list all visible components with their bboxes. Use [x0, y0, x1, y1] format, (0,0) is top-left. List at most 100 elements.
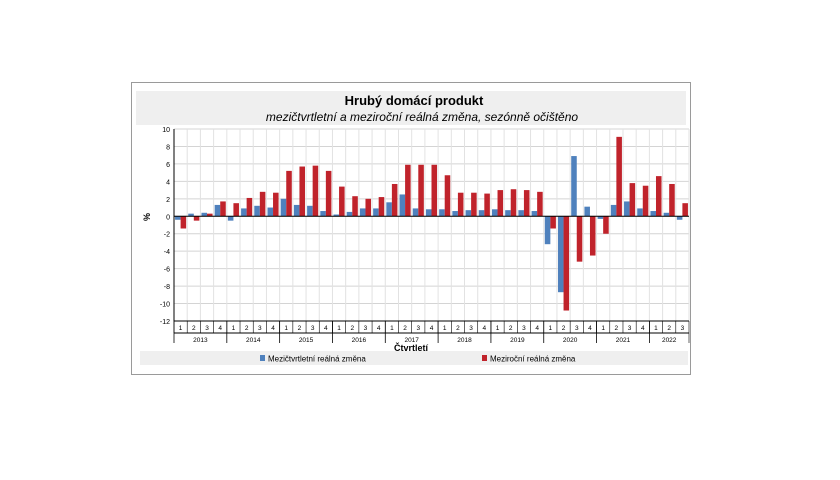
bar [576, 216, 583, 262]
x-tick-label: 3 [681, 325, 685, 332]
bar [241, 208, 247, 217]
legend-band [140, 351, 688, 365]
x-tick-label: 3 [311, 325, 315, 332]
bar [378, 197, 385, 217]
year-label: 2019 [510, 337, 525, 344]
x-tick-label: 3 [364, 325, 368, 332]
y-tick-label: 6 [166, 162, 170, 169]
chart-subtitle: mezičtvrtletní a meziroční reálná změna,… [266, 110, 578, 124]
bar [491, 209, 498, 217]
year-label: 2022 [662, 337, 677, 344]
bar [325, 170, 332, 217]
bar [597, 216, 604, 219]
x-tick-label: 1 [284, 325, 288, 332]
x-tick-label: 1 [179, 325, 183, 332]
bar [365, 198, 372, 217]
year-label: 2013 [193, 337, 208, 344]
axes: 10 8 6 4 2 0 -2 -4 -6 -8 -10 -12 1 2 3 4 1 2 3 4 1 2 3 4 1 2 3 4 1 2 3… [160, 127, 690, 344]
x-axis-label: Čtvrtletí [394, 342, 429, 353]
x-tick-label: 3 [469, 325, 473, 332]
bar [214, 204, 221, 217]
x-tick-label: 3 [205, 325, 209, 332]
x-tick-label: 4 [535, 325, 539, 332]
y-tick-label: -2 [164, 232, 170, 239]
y-tick-label: 8 [166, 144, 170, 151]
bar [280, 198, 287, 217]
bar [431, 164, 438, 217]
bar [286, 170, 292, 217]
bar [655, 176, 662, 217]
x-tick-label: 4 [218, 325, 222, 332]
bar [320, 211, 326, 217]
bar [391, 183, 398, 217]
x-tick-label: 2 [298, 325, 302, 332]
bar [563, 216, 570, 311]
x-tick-label: 1 [443, 325, 447, 332]
bar [589, 216, 596, 256]
x-tick-label: 1 [549, 325, 553, 332]
x-tick-label: 1 [390, 325, 394, 332]
x-tick-label: 2 [192, 325, 196, 332]
x-tick-label: 1 [496, 325, 500, 332]
bar [188, 213, 194, 217]
year-label: 2020 [563, 337, 578, 344]
x-tick-label: 1 [337, 325, 341, 332]
grid [173, 128, 690, 322]
bar [425, 209, 432, 217]
y-tick-label: -12 [160, 319, 170, 326]
bar [346, 211, 353, 217]
x-tick-label: 4 [430, 325, 434, 332]
year-label: 2014 [246, 337, 261, 344]
y-tick-label: 0 [166, 214, 170, 221]
bar [537, 191, 543, 217]
x-tick-label: 4 [271, 325, 275, 332]
x-tick-label: 3 [416, 325, 420, 332]
chart-title: Hrubý domácí produkt [345, 93, 484, 108]
x-tick-label: 2 [456, 325, 460, 332]
bar [544, 216, 551, 245]
year-label: 2017 [404, 337, 419, 344]
bar [676, 216, 683, 220]
year-label: 2016 [352, 337, 367, 344]
y-axis-label: % [142, 213, 152, 221]
bar [175, 216, 181, 220]
bar [233, 203, 239, 217]
bar [497, 190, 504, 217]
bar [642, 185, 649, 217]
bar [584, 206, 590, 217]
y-tick-label: -8 [164, 284, 170, 291]
bar [352, 196, 358, 217]
bar [386, 202, 392, 217]
y-tick-label: -10 [160, 302, 170, 309]
bar [373, 208, 379, 217]
bar [333, 214, 340, 217]
bar [444, 175, 451, 217]
y-tick-label: -6 [164, 267, 170, 274]
bar [220, 201, 226, 217]
legend-entry: Meziroční reálná změna [490, 355, 576, 364]
x-tick-label: 4 [588, 325, 592, 332]
x-tick-label: 4 [641, 325, 645, 332]
y-tick-label: 2 [166, 197, 170, 204]
chart-frame: Hrubý domácí produkt mezičtvrtletní a me… [131, 82, 691, 375]
x-tick-label: 2 [615, 325, 619, 332]
bar [629, 183, 636, 217]
bar [201, 212, 208, 217]
year-label: 2015 [299, 337, 314, 344]
bar [312, 165, 319, 217]
legend-entry: Mezičtvrtletní reálná změna [268, 355, 366, 364]
bar [484, 193, 490, 217]
bar [399, 194, 406, 217]
y-tick-label: 10 [162, 127, 170, 134]
bar [405, 164, 411, 217]
x-tick-label: 2 [509, 325, 513, 332]
bar [180, 216, 187, 229]
x-tick-label: 3 [575, 325, 579, 332]
bar [439, 209, 445, 217]
bar [254, 205, 260, 217]
x-tick-label: 1 [654, 325, 658, 332]
bar [571, 156, 577, 217]
x-tick-label: 3 [258, 325, 262, 332]
y-tick-label: -4 [164, 249, 170, 256]
bar [682, 203, 688, 217]
